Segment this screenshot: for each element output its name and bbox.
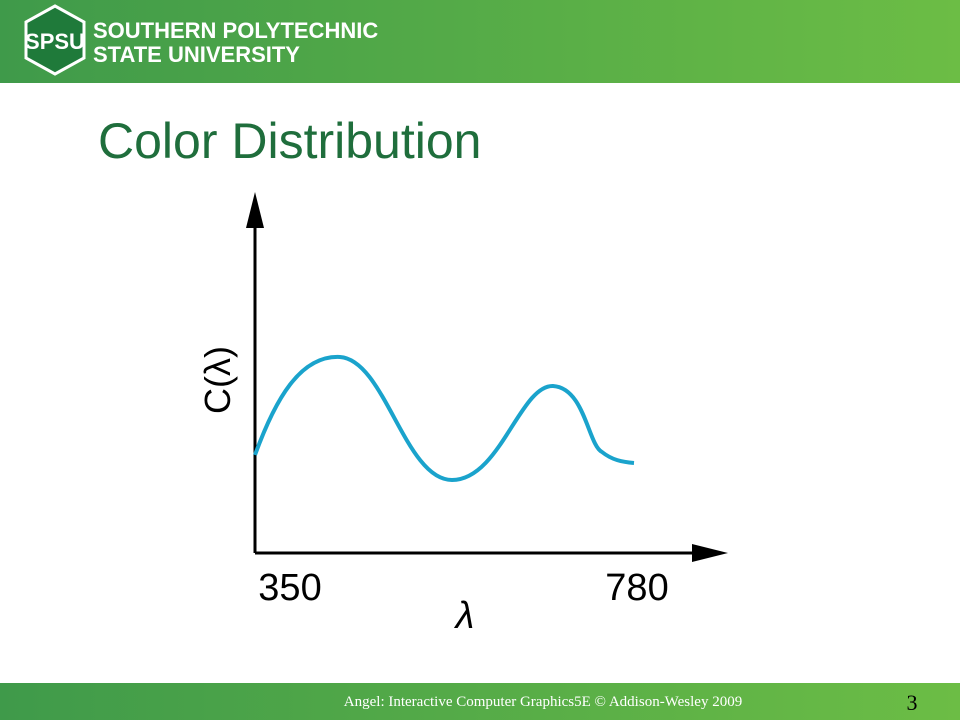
x-end-label: 780 [605,567,668,609]
logo-text: SPSU [25,29,85,54]
footer-band [0,683,960,720]
x-axis-label: λ [454,595,475,637]
university-line1: SOUTHERN POLYTECHNIC [93,18,378,43]
slide-title: Color Distribution [98,113,481,169]
x-axis-arrow [692,544,728,562]
y-axis-arrow [246,192,264,228]
university-line2: STATE UNIVERSITY [93,42,300,67]
footer-credit: Angel: Interactive Computer Graphics5E ©… [344,694,742,710]
x-start-label: 350 [258,567,321,609]
logo-badge [24,4,86,76]
y-axis-label: C(λ) [197,346,238,414]
distribution-curve [253,354,635,483]
page-number: 3 [907,690,918,715]
header-band [0,0,960,83]
